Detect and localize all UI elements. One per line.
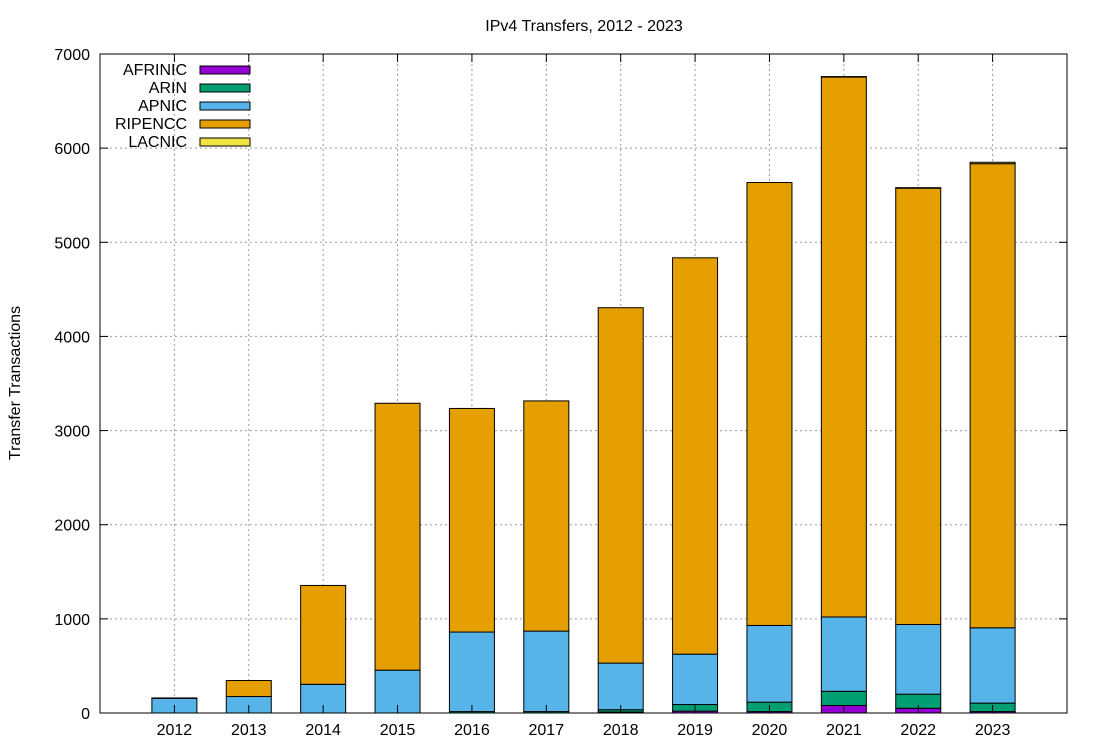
bar-segment-ripencc [895, 187, 942, 626]
legend-swatch-ripencc [199, 119, 251, 129]
x-tick-label: 2012 [157, 722, 193, 739]
legend-swatch-arin [199, 83, 251, 93]
x-tick-label: 2014 [305, 722, 341, 739]
bars [151, 76, 1016, 714]
bar-segment-lacnic [895, 187, 942, 189]
y-tick-label: 4000 [54, 329, 90, 346]
bar-segment-ripencc [597, 307, 644, 664]
bar-segment-ripencc [969, 163, 1016, 629]
bar-segment-ripencc [300, 584, 347, 685]
y-tick-label: 1000 [54, 612, 90, 629]
y-tick-label: 7000 [54, 47, 90, 64]
bar-segment-ripencc [523, 400, 570, 632]
bar-segment-apnic [820, 616, 867, 692]
y-tick-label: 0 [81, 706, 90, 723]
bar-segment-apnic [746, 624, 793, 703]
bar-segment-ripencc [374, 402, 421, 671]
bar-segment-ripencc [820, 76, 867, 618]
legend-label-apnic: APNIC [138, 98, 187, 115]
legend-swatch-lacnic [199, 137, 251, 147]
x-tick-label: 2022 [900, 722, 936, 739]
plot-frame [99, 53, 1068, 714]
legend-label-arin: ARIN [149, 80, 187, 97]
legend-swatch-apnic [199, 101, 251, 111]
bar-segment-apnic [895, 624, 942, 695]
bar-segment-lacnic [969, 161, 1016, 165]
y-axis-label: Transfer Transactions [7, 306, 24, 460]
y-tick-label: 2000 [54, 518, 90, 535]
chart-title: IPv4 Transfers, 2012 - 2023 [485, 18, 683, 35]
x-tick-label: 2023 [975, 722, 1011, 739]
bar-segment-ripencc [151, 697, 198, 699]
legend-label-afrinic: AFRINIC [123, 62, 187, 79]
bar-segment-apnic [672, 653, 719, 706]
x-tick-label: 2020 [752, 722, 788, 739]
bar-segment-apnic [448, 631, 495, 713]
bar-segment-apnic [969, 627, 1016, 704]
y-tick-label: 5000 [54, 235, 90, 252]
bar-segment-ripencc [448, 407, 495, 633]
x-tick-label: 2021 [826, 722, 862, 739]
legend-swatch-afrinic [199, 65, 251, 75]
legend-label-lacnic: LACNIC [128, 134, 187, 151]
x-tick-label: 2019 [677, 722, 713, 739]
y-ticks: 0 1000 2000 3000 4000 5000 6000 7000 [54, 47, 1067, 723]
x-tick-label: 2015 [380, 722, 416, 739]
bar-segment-apnic [597, 662, 644, 711]
x-tick-label: 2018 [603, 722, 639, 739]
y-tick-label: 6000 [54, 141, 90, 158]
bar-segment-arin [820, 690, 867, 706]
y-tick-label: 3000 [54, 424, 90, 441]
legend-label-ripencc: RIPENCC [115, 116, 187, 133]
bar-segment-ripencc [225, 680, 272, 698]
bar-segment-apnic [523, 630, 570, 713]
x-tick-label: 2013 [231, 722, 267, 739]
x-ticks: 2012 2013 2014 2015 2016 2017 2018 2019 2020 2021… [157, 54, 1011, 739]
x-tick-label: 2016 [454, 722, 490, 739]
x-tick-label: 2017 [529, 722, 565, 739]
bar-segment-ripencc [746, 182, 793, 626]
bar-segment-lacnic [820, 76, 867, 78]
bar-segment-ripencc [672, 257, 719, 655]
